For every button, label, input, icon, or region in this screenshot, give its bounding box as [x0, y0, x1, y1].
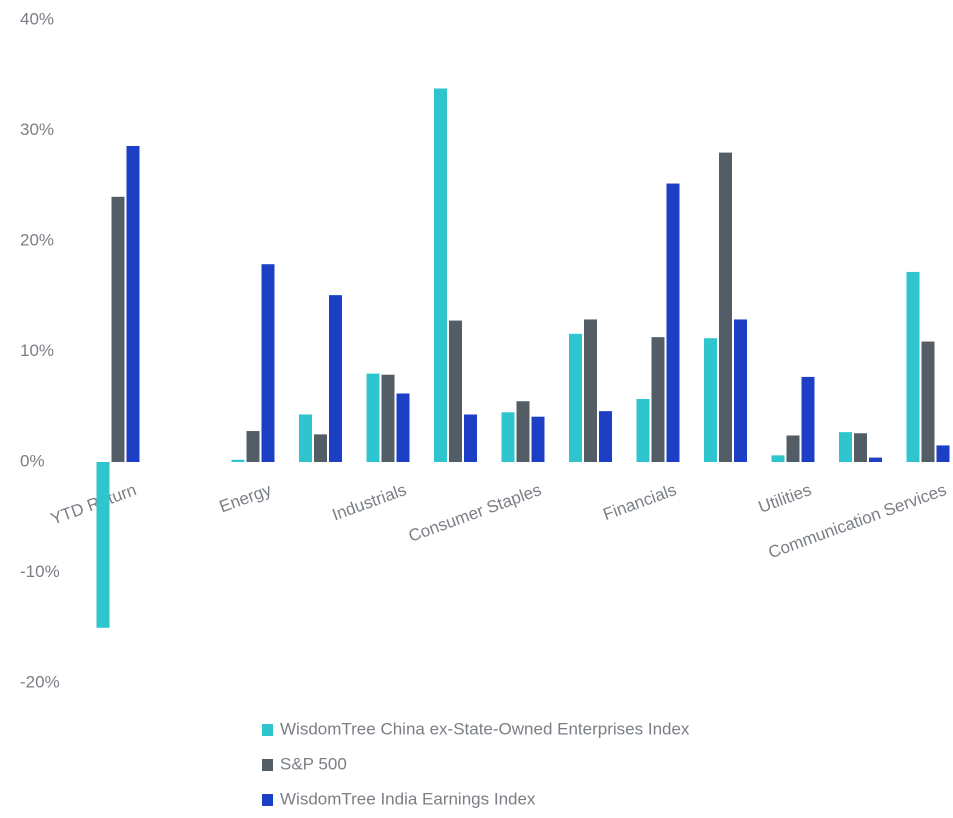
bar [381, 374, 395, 462]
bar [396, 393, 410, 462]
legend-label: S&P 500 [280, 754, 347, 773]
bar [869, 457, 882, 462]
bar [719, 152, 732, 462]
bar [366, 373, 380, 462]
x-tick-label: Industrials [330, 480, 409, 524]
bar [434, 88, 447, 462]
bar [531, 416, 545, 462]
x-tick-label: Energy [217, 480, 275, 516]
bar [111, 196, 125, 463]
bar [516, 401, 530, 462]
x-tick-label: Utilities [756, 480, 814, 517]
bar [569, 333, 582, 462]
bar [839, 432, 852, 462]
bar [651, 337, 665, 462]
bar [231, 459, 245, 462]
bar [786, 435, 800, 462]
legend-swatch [262, 724, 273, 736]
legend-label: WisdomTree India Earnings Index [280, 789, 536, 808]
bar [636, 399, 650, 462]
y-tick-label: -20% [20, 672, 60, 691]
legend-swatch [262, 794, 273, 806]
bar [921, 341, 935, 462]
bar [464, 414, 477, 462]
bar [854, 433, 867, 462]
bar [906, 271, 920, 462]
bar [734, 319, 747, 462]
y-tick-label: 30% [20, 120, 54, 139]
bar [801, 376, 815, 462]
x-tick-label: YTD Return [48, 480, 139, 529]
bar [771, 455, 785, 462]
y-tick-label: 20% [20, 230, 54, 249]
legend-label: WisdomTree China ex-State-Owned Enterpri… [280, 719, 690, 738]
y-tick-label: 0% [20, 451, 45, 470]
x-tick-label: Financials [600, 480, 678, 524]
bar [666, 183, 680, 463]
bar [584, 319, 597, 462]
bar [96, 462, 110, 628]
bar [599, 411, 612, 462]
bar [501, 412, 515, 462]
bar [246, 431, 260, 462]
x-tick-label: Consumer Staples [406, 480, 544, 546]
y-tick-label: 40% [20, 9, 54, 28]
bar [261, 264, 275, 462]
bar [704, 338, 717, 462]
y-tick-label: -10% [20, 562, 60, 581]
bar [126, 145, 140, 462]
legend-swatch [262, 759, 273, 771]
bar [449, 320, 462, 462]
bar [329, 295, 342, 462]
bar [299, 414, 312, 462]
bar [936, 445, 950, 462]
y-tick-label: 10% [20, 341, 54, 360]
bar [314, 434, 327, 462]
